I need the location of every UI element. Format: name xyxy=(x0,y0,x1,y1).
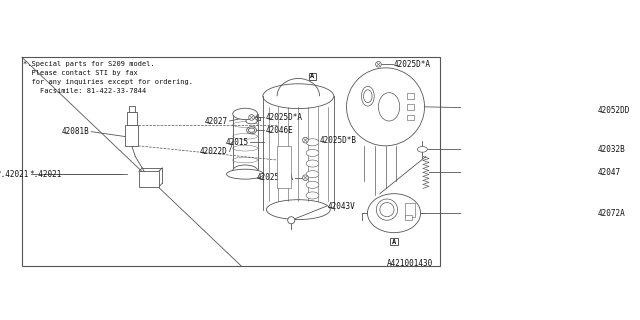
Ellipse shape xyxy=(233,108,257,120)
Ellipse shape xyxy=(227,169,264,179)
Text: 42043V: 42043V xyxy=(328,202,356,211)
Ellipse shape xyxy=(303,175,308,180)
Text: 42052DD: 42052DD xyxy=(598,106,630,115)
Ellipse shape xyxy=(263,84,334,108)
Text: 42025D*A: 42025D*A xyxy=(257,173,293,182)
Text: 42072A: 42072A xyxy=(598,209,625,218)
Text: 42022D: 42022D xyxy=(200,147,227,156)
Bar xyxy=(277,146,291,188)
Ellipse shape xyxy=(306,149,319,156)
Ellipse shape xyxy=(306,171,319,178)
Bar xyxy=(407,93,414,99)
Bar xyxy=(390,238,397,245)
Text: A421001430: A421001430 xyxy=(387,259,433,268)
Ellipse shape xyxy=(246,127,257,134)
Text: *.42021: *.42021 xyxy=(29,170,61,179)
Ellipse shape xyxy=(288,217,295,224)
Text: A: A xyxy=(310,73,315,79)
Ellipse shape xyxy=(306,192,319,199)
Bar xyxy=(407,104,414,110)
Ellipse shape xyxy=(367,194,420,233)
Bar xyxy=(407,115,414,120)
Ellipse shape xyxy=(306,160,319,167)
Ellipse shape xyxy=(376,61,381,67)
Text: 42025D*B: 42025D*B xyxy=(319,136,356,145)
Text: 42081B: 42081B xyxy=(61,127,89,136)
Text: 42047: 42047 xyxy=(598,168,621,177)
Ellipse shape xyxy=(233,165,257,176)
Ellipse shape xyxy=(306,181,319,188)
Ellipse shape xyxy=(128,134,135,140)
Ellipse shape xyxy=(376,199,397,220)
Text: 42025D*A: 42025D*A xyxy=(394,60,431,69)
Ellipse shape xyxy=(417,147,428,152)
Text: 42027: 42027 xyxy=(204,116,227,125)
Text: 42015: 42015 xyxy=(225,138,249,147)
Bar xyxy=(404,203,415,217)
Text: for any inquiries except for ordering.: for any inquiries except for ordering. xyxy=(23,79,193,85)
Ellipse shape xyxy=(303,137,308,143)
Bar xyxy=(127,112,137,124)
Ellipse shape xyxy=(246,118,257,124)
Text: Please contact STI by fax: Please contact STI by fax xyxy=(23,70,138,76)
Bar xyxy=(404,215,412,220)
Ellipse shape xyxy=(364,90,372,103)
Ellipse shape xyxy=(378,93,400,121)
Ellipse shape xyxy=(266,200,330,220)
Ellipse shape xyxy=(346,68,424,146)
Text: Facsimile: 81-422-33-7844: Facsimile: 81-422-33-7844 xyxy=(23,88,147,94)
Ellipse shape xyxy=(248,128,255,132)
Text: 42025D*A: 42025D*A xyxy=(266,113,303,122)
Ellipse shape xyxy=(380,203,394,217)
Ellipse shape xyxy=(249,115,254,120)
Text: 42032B: 42032B xyxy=(598,145,625,154)
Ellipse shape xyxy=(246,113,257,118)
Text: A: A xyxy=(392,238,396,244)
Bar xyxy=(125,124,138,146)
Bar xyxy=(129,106,134,112)
Text: 42046E: 42046E xyxy=(266,126,294,135)
Ellipse shape xyxy=(362,86,374,106)
Bar xyxy=(309,73,316,80)
Ellipse shape xyxy=(306,139,319,146)
Bar xyxy=(139,171,159,187)
Text: *.42021: *.42021 xyxy=(0,170,29,179)
Text: *.Special parts for S209 model.: *.Special parts for S209 model. xyxy=(23,61,155,67)
